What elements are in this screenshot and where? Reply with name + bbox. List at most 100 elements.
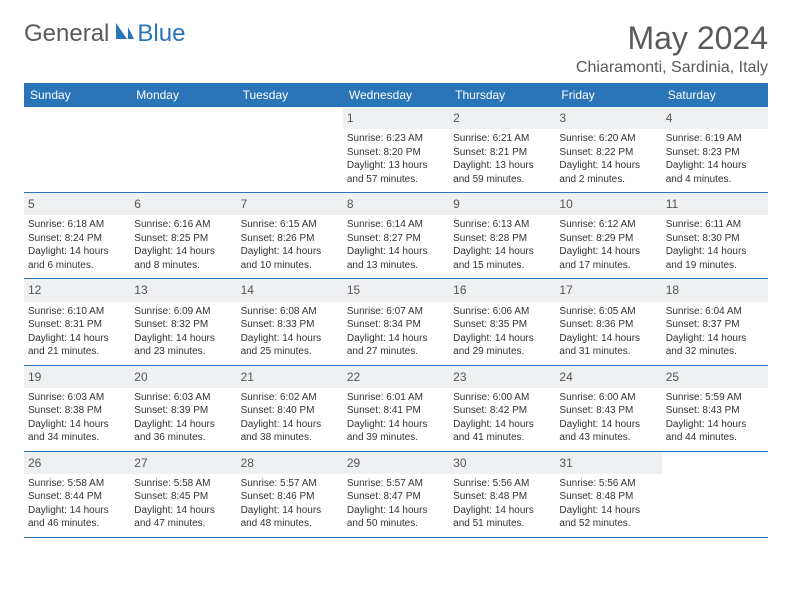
daylight-text: and 32 minutes.	[666, 345, 764, 359]
day-cell: 30Sunrise: 5:56 AMSunset: 8:48 PMDayligh…	[449, 452, 555, 537]
logo-text-general: General	[24, 20, 109, 48]
daylight-text: Daylight: 14 hours	[559, 332, 657, 346]
sunset-text: Sunset: 8:40 PM	[241, 404, 339, 418]
daylight-text: Daylight: 14 hours	[28, 418, 126, 432]
day-number: 12	[24, 279, 130, 301]
logo-sail-icon	[113, 20, 135, 48]
daylight-text: Daylight: 14 hours	[241, 504, 339, 518]
sunset-text: Sunset: 8:22 PM	[559, 146, 657, 160]
location-text: Chiaramonti, Sardinia, Italy	[576, 59, 768, 77]
sunset-text: Sunset: 8:39 PM	[134, 404, 232, 418]
daylight-text: and 43 minutes.	[559, 431, 657, 445]
sunrise-text: Sunrise: 6:11 AM	[666, 218, 764, 232]
sunrise-text: Sunrise: 6:15 AM	[241, 218, 339, 232]
sunset-text: Sunset: 8:23 PM	[666, 146, 764, 160]
sunset-text: Sunset: 8:48 PM	[453, 490, 551, 504]
sunrise-text: Sunrise: 6:03 AM	[134, 391, 232, 405]
day-number: 30	[449, 452, 555, 474]
daylight-text: Daylight: 14 hours	[28, 504, 126, 518]
weekday-header: Monday	[130, 83, 236, 107]
sunset-text: Sunset: 8:37 PM	[666, 318, 764, 332]
day-cell: 19Sunrise: 6:03 AMSunset: 8:38 PMDayligh…	[24, 366, 130, 451]
daylight-text: and 2 minutes.	[559, 173, 657, 187]
sunrise-text: Sunrise: 6:10 AM	[28, 305, 126, 319]
day-cell: .	[24, 107, 130, 192]
day-number: 14	[237, 279, 343, 301]
sunrise-text: Sunrise: 6:06 AM	[453, 305, 551, 319]
daylight-text: Daylight: 14 hours	[134, 332, 232, 346]
day-number: 21	[237, 366, 343, 388]
sunrise-text: Sunrise: 6:18 AM	[28, 218, 126, 232]
day-number: 9	[449, 193, 555, 215]
sunrise-text: Sunrise: 6:00 AM	[559, 391, 657, 405]
logo-text-blue: Blue	[137, 20, 185, 48]
sunrise-text: Sunrise: 6:21 AM	[453, 132, 551, 146]
weekday-header: Saturday	[662, 83, 768, 107]
daylight-text: and 57 minutes.	[347, 173, 445, 187]
daylight-text: and 47 minutes.	[134, 517, 232, 531]
day-cell: 28Sunrise: 5:57 AMSunset: 8:46 PMDayligh…	[237, 452, 343, 537]
day-number: 10	[555, 193, 661, 215]
day-number: 22	[343, 366, 449, 388]
daylight-text: Daylight: 14 hours	[559, 159, 657, 173]
daylight-text: and 48 minutes.	[241, 517, 339, 531]
day-number: 6	[130, 193, 236, 215]
sunrise-text: Sunrise: 6:09 AM	[134, 305, 232, 319]
weekday-header: Tuesday	[237, 83, 343, 107]
day-cell: 26Sunrise: 5:58 AMSunset: 8:44 PMDayligh…	[24, 452, 130, 537]
daylight-text: and 41 minutes.	[453, 431, 551, 445]
day-cell: 22Sunrise: 6:01 AMSunset: 8:41 PMDayligh…	[343, 366, 449, 451]
day-cell: 11Sunrise: 6:11 AMSunset: 8:30 PMDayligh…	[662, 193, 768, 278]
day-number: 3	[555, 107, 661, 129]
day-cell: .	[237, 107, 343, 192]
sunrise-text: Sunrise: 5:56 AM	[559, 477, 657, 491]
day-number: 18	[662, 279, 768, 301]
day-number: 11	[662, 193, 768, 215]
daylight-text: and 27 minutes.	[347, 345, 445, 359]
day-cell: 2Sunrise: 6:21 AMSunset: 8:21 PMDaylight…	[449, 107, 555, 192]
daylight-text: Daylight: 14 hours	[347, 504, 445, 518]
day-number: 23	[449, 366, 555, 388]
sunrise-text: Sunrise: 6:07 AM	[347, 305, 445, 319]
daylight-text: and 6 minutes.	[28, 259, 126, 273]
sunrise-text: Sunrise: 6:19 AM	[666, 132, 764, 146]
daylight-text: and 15 minutes.	[453, 259, 551, 273]
title-block: May 2024 Chiaramonti, Sardinia, Italy	[576, 20, 768, 77]
daylight-text: and 29 minutes.	[453, 345, 551, 359]
daylight-text: and 52 minutes.	[559, 517, 657, 531]
day-number: 7	[237, 193, 343, 215]
day-number: 13	[130, 279, 236, 301]
day-cell: 17Sunrise: 6:05 AMSunset: 8:36 PMDayligh…	[555, 279, 661, 364]
day-cell: 3Sunrise: 6:20 AMSunset: 8:22 PMDaylight…	[555, 107, 661, 192]
day-number: 15	[343, 279, 449, 301]
day-cell: 31Sunrise: 5:56 AMSunset: 8:48 PMDayligh…	[555, 452, 661, 537]
day-number: 5	[24, 193, 130, 215]
daylight-text: and 51 minutes.	[453, 517, 551, 531]
day-cell: .	[662, 452, 768, 537]
sunrise-text: Sunrise: 6:23 AM	[347, 132, 445, 146]
day-cell: 24Sunrise: 6:00 AMSunset: 8:43 PMDayligh…	[555, 366, 661, 451]
daylight-text: and 17 minutes.	[559, 259, 657, 273]
daylight-text: Daylight: 14 hours	[134, 504, 232, 518]
sunset-text: Sunset: 8:20 PM	[347, 146, 445, 160]
day-cell: 10Sunrise: 6:12 AMSunset: 8:29 PMDayligh…	[555, 193, 661, 278]
daylight-text: and 25 minutes.	[241, 345, 339, 359]
day-number: 2	[449, 107, 555, 129]
day-cell: 27Sunrise: 5:58 AMSunset: 8:45 PMDayligh…	[130, 452, 236, 537]
day-number: 29	[343, 452, 449, 474]
sunset-text: Sunset: 8:38 PM	[28, 404, 126, 418]
sunrise-text: Sunrise: 6:14 AM	[347, 218, 445, 232]
sunrise-text: Sunrise: 6:01 AM	[347, 391, 445, 405]
sunrise-text: Sunrise: 6:03 AM	[28, 391, 126, 405]
weekday-header: Wednesday	[343, 83, 449, 107]
daylight-text: and 10 minutes.	[241, 259, 339, 273]
day-number: 24	[555, 366, 661, 388]
calendar: SundayMondayTuesdayWednesdayThursdayFrid…	[24, 83, 768, 538]
weekday-header: Thursday	[449, 83, 555, 107]
daylight-text: and 50 minutes.	[347, 517, 445, 531]
sunset-text: Sunset: 8:36 PM	[559, 318, 657, 332]
daylight-text: Daylight: 14 hours	[134, 245, 232, 259]
daylight-text: Daylight: 14 hours	[347, 245, 445, 259]
day-cell: 1Sunrise: 6:23 AMSunset: 8:20 PMDaylight…	[343, 107, 449, 192]
daylight-text: and 13 minutes.	[347, 259, 445, 273]
